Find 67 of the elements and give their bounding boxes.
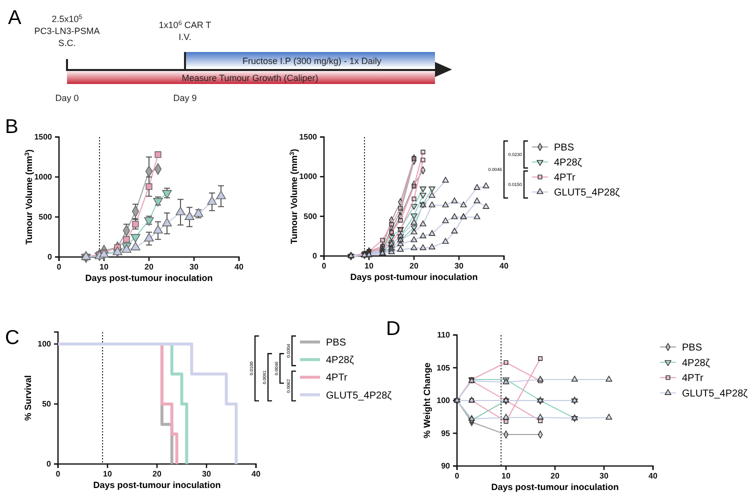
x-tick-label: 40 (252, 470, 261, 479)
y-tick-label: 1000 (34, 172, 53, 182)
x-tick-label: 0 (322, 262, 327, 271)
x-tick-label: 10 (502, 472, 511, 481)
x-tick-label: 20 (152, 470, 162, 479)
chart-title: C (5, 327, 20, 349)
legend-label: 4PTr (682, 373, 704, 384)
text: 1x10$^{6}$ CAR T (158, 20, 212, 30)
x-tick-label: 30 (190, 262, 199, 272)
legend-label: GLUT5_4P28ζ (554, 188, 620, 198)
legend-label: 4P28ζ (682, 358, 710, 369)
legend-label: GLUT5_4P28ζ (326, 390, 392, 402)
x-tick-label: 20 (144, 262, 154, 272)
text: Day 0 (55, 93, 79, 103)
legend-label: 4P28ζ (554, 158, 582, 168)
y-axis-title: % Survival (23, 375, 33, 421)
y-tick-label: 100 (38, 340, 52, 349)
x-tick-label: 20 (550, 472, 560, 481)
text: S.C. (58, 38, 76, 48)
y-tick-label: 1500 (299, 132, 318, 142)
x-axis-title: Days post-tumour inoculation (350, 272, 478, 282)
x-axis-title: Days post-tumour inoculation (491, 482, 619, 492)
text: Fructose I.P (300 mg/kg) - 1x Daily (242, 56, 382, 66)
legend-label: 4PTr (326, 372, 348, 384)
y-tick-label: 110 (437, 330, 451, 340)
y-tick-label: 0 (312, 252, 318, 261)
y-tick-label: 500 (304, 212, 318, 221)
x-tick-label: 40 (234, 262, 244, 272)
x-tick-label: 10 (103, 470, 112, 479)
y-tick-label: 500 (38, 212, 53, 222)
x-tick-label: 30 (600, 472, 609, 481)
x-tick-label: 10 (364, 262, 374, 271)
legend-label: PBS (554, 142, 574, 154)
legend-label: 4P28ζ (326, 355, 354, 366)
x-tick-label: 40 (500, 262, 509, 271)
legend-label: 4PTr (554, 172, 576, 184)
y-tick-label: 50 (42, 400, 52, 409)
text: A (8, 7, 22, 29)
y-axis-title: % Weight Change (422, 362, 432, 438)
x-axis-title: Days post-tumour inoculation (93, 480, 221, 490)
text: Measure Tumour Growth (Caliper) (182, 73, 318, 83)
legend-label: GLUT5_4P28ζ (682, 388, 748, 400)
x-tick-label: 0 (454, 472, 460, 481)
text: PC3-LN3-PSMA (34, 26, 100, 36)
legend-label: PBS (326, 338, 346, 348)
y-tick-label: 100 (436, 396, 451, 406)
text: Day 9 (173, 93, 197, 103)
chart-title: D (386, 318, 400, 340)
y-tick-label: 0 (48, 252, 53, 262)
x-tick-label: 0 (56, 470, 61, 479)
x-tick-label: 40 (648, 472, 658, 481)
y-tick-label: 0 (46, 460, 52, 469)
y-tick-label: 1500 (34, 132, 53, 142)
x-tick-label: 10 (100, 262, 109, 272)
x-tick-label: 30 (454, 262, 464, 271)
text: I.V. (178, 32, 192, 42)
y-tick-label: 1000 (299, 172, 318, 182)
x-tick-label: 30 (202, 470, 212, 479)
y-tick-label: 105 (436, 363, 451, 372)
x-tick-label: 0 (56, 262, 62, 272)
x-tick-label: 20 (410, 262, 419, 271)
y-tick-label: 95 (441, 428, 451, 438)
chart-title: B (5, 116, 18, 138)
legend-label: PBS (682, 342, 702, 354)
x-axis-title: Days post-tumour inoculation (85, 273, 213, 283)
y-tick-label: 90 (441, 462, 451, 471)
text: 2.5x10$^{5}$ (52, 14, 83, 24)
